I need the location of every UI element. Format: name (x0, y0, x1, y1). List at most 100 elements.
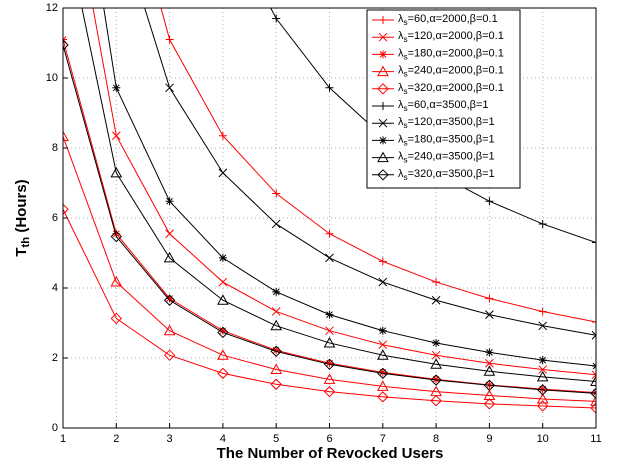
marker (538, 321, 548, 331)
marker (325, 326, 334, 336)
marker (430, 374, 442, 386)
marker (163, 349, 176, 361)
y-tick-label: 4 (52, 282, 58, 294)
marker (163, 294, 176, 306)
y-tick-label: 10 (46, 72, 58, 84)
legend-box (366, 9, 521, 189)
marker (378, 257, 387, 266)
y-axis-label: Tth (Hours) (13, 179, 32, 256)
marker (379, 16, 387, 24)
marker (591, 330, 596, 340)
marker (218, 277, 228, 287)
legend-label: λs=120,α=3500,β=1 (398, 116, 495, 130)
marker (325, 229, 334, 238)
marker (323, 373, 336, 384)
marker (217, 349, 229, 360)
marker (485, 358, 494, 368)
marker (485, 348, 494, 357)
marker (377, 367, 389, 380)
marker (323, 358, 336, 371)
marker (325, 253, 334, 263)
marker (110, 230, 123, 243)
marker (163, 251, 176, 263)
marker (218, 326, 227, 335)
marker (592, 238, 596, 247)
marker (377, 65, 389, 77)
marker (590, 402, 596, 414)
marker (377, 83, 389, 95)
marker (378, 368, 387, 377)
marker (272, 14, 281, 23)
marker (63, 203, 69, 215)
marker (165, 229, 174, 239)
marker (325, 83, 334, 92)
marker (110, 312, 123, 325)
marker (270, 345, 282, 358)
y-tick-label: 6 (52, 212, 58, 224)
legend-label: λs=240,α=3500,β=1 (398, 151, 495, 165)
x-tick-label: 3 (167, 433, 173, 445)
legend-label: λs=60,α=3500,β=1 (398, 99, 489, 113)
marker (165, 35, 174, 44)
marker (270, 378, 282, 390)
legend: λs=60,α=2000,β=0.1 λs=120,α=2000,β=0.1 λs=… (366, 9, 521, 189)
marker (218, 253, 227, 262)
legend-label: λs=180,α=2000,β=0.1 (398, 47, 504, 61)
marker (163, 324, 176, 336)
y-tick-label: 0 (52, 422, 58, 434)
marker (270, 363, 283, 375)
marker (378, 118, 388, 128)
marker (217, 367, 229, 380)
marker (377, 391, 389, 403)
marker (379, 50, 387, 59)
line (63, 209, 596, 409)
marker (379, 102, 387, 110)
marker (538, 307, 547, 316)
legend-label: λs=60,α=2000,β=0.1 (398, 13, 498, 27)
marker (217, 326, 229, 339)
marker (536, 392, 549, 404)
marker (592, 317, 596, 326)
marker (165, 294, 174, 303)
x-tick-label: 10 (537, 433, 549, 445)
marker (112, 229, 121, 238)
marker (485, 294, 494, 303)
x-tick-label: 7 (380, 433, 386, 445)
marker (111, 131, 121, 141)
marker (165, 83, 174, 93)
line (63, 44, 596, 394)
marker (485, 197, 494, 206)
marker (379, 136, 387, 145)
marker (536, 384, 549, 396)
marker (110, 166, 123, 178)
y-tick-label: 8 (52, 142, 58, 154)
marker (325, 310, 334, 319)
marker (377, 151, 389, 163)
legend-label: λs=240,α=2000,β=0.1 (398, 65, 504, 79)
marker (378, 277, 388, 287)
line (81, 8, 596, 382)
marker (376, 380, 389, 391)
marker (218, 168, 228, 178)
marker (431, 350, 441, 360)
x-tick-label: 6 (326, 433, 332, 445)
x-axis-label: The Number of Revocked Users (217, 445, 444, 462)
marker (323, 336, 336, 348)
plot-area (63, 8, 596, 414)
marker (536, 400, 549, 412)
marker (485, 310, 494, 319)
legend-label: λs=120,α=2000,β=0.1 (398, 30, 504, 44)
marker (430, 394, 442, 407)
x-tick-label: 9 (486, 433, 492, 445)
marker (591, 370, 596, 380)
marker (378, 32, 388, 42)
y-tick-label: 2 (52, 352, 58, 364)
marker (538, 385, 547, 394)
marker (430, 358, 442, 369)
marker (376, 349, 389, 360)
x-tick-label: 5 (273, 433, 279, 445)
legend-label: λs=320,α=2000,β=0.1 (398, 82, 504, 96)
marker (538, 356, 547, 365)
marker (431, 295, 441, 305)
